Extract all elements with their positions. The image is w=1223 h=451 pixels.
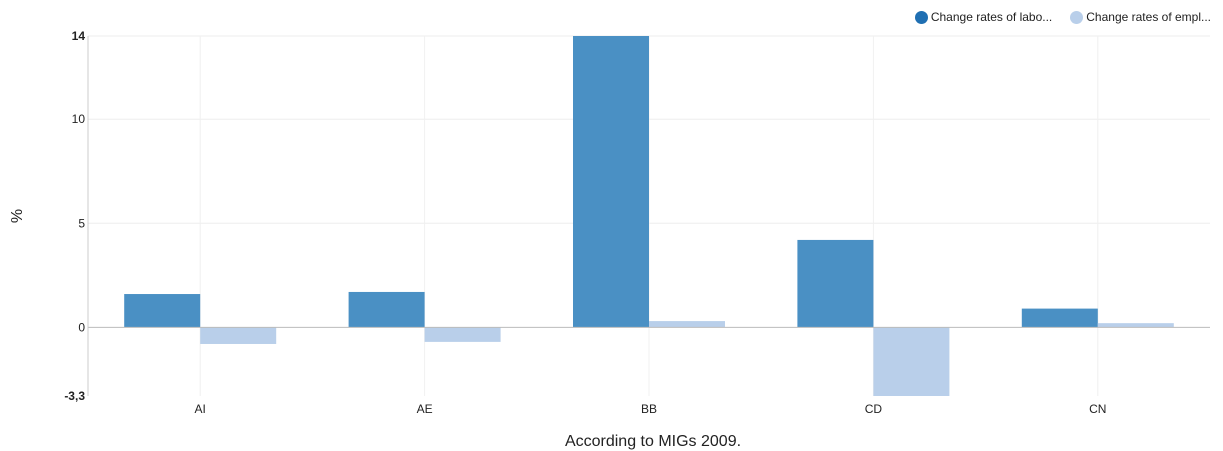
bar-ae-series-2[interactable] — [424, 327, 501, 342]
legend-swatch-series-2 — [1070, 10, 1084, 24]
y-tick-label: 14 — [72, 29, 86, 43]
bar-bb-series-2[interactable] — [649, 321, 725, 328]
y-tick-label: 0 — [78, 320, 85, 334]
x-axis-title: According to MIGs 2009. — [565, 433, 741, 450]
y-tick-label: 10 — [72, 112, 86, 126]
legend-label-series-1: Change rates of labo... — [930, 10, 1053, 24]
bars — [124, 36, 1174, 396]
x-tick-label: CN — [1089, 402, 1106, 416]
bar-cd-series-1[interactable] — [797, 239, 874, 328]
legend-item-series-1[interactable]: Change rates of labo... — [914, 10, 1053, 24]
legend-swatch-series-1 — [914, 10, 928, 24]
bar-ai-series-2[interactable] — [200, 327, 277, 344]
x-tick-label: BB — [641, 402, 657, 416]
y-tick-label: 5 — [78, 216, 85, 230]
bar-cn-series-1[interactable] — [1021, 308, 1098, 328]
bar-cd-series-2[interactable] — [873, 327, 950, 396]
x-tick-label: CD — [865, 402, 883, 416]
bar-ai-series-1[interactable] — [124, 294, 201, 328]
y-tick-label: -3,3 — [64, 389, 85, 403]
axis-labels: -3,3 0 5 10 14 AI AE BB CD CN — [64, 29, 1106, 416]
x-tick-label: AI — [195, 402, 206, 416]
axes — [87, 36, 1210, 396]
bar-bb-series-1[interactable] — [573, 36, 649, 328]
bar-cn-series-2[interactable] — [1097, 323, 1174, 328]
legend-label-series-2: Change rates of empl... — [1086, 10, 1211, 24]
x-tick-label: AE — [417, 402, 433, 416]
chart-legend: Change rates of labo... Change rates of … — [914, 10, 1211, 24]
y-axis-title: % — [9, 209, 26, 223]
legend-item-series-2[interactable]: Change rates of empl... — [1070, 10, 1211, 24]
bar-ae-series-1[interactable] — [348, 291, 425, 328]
